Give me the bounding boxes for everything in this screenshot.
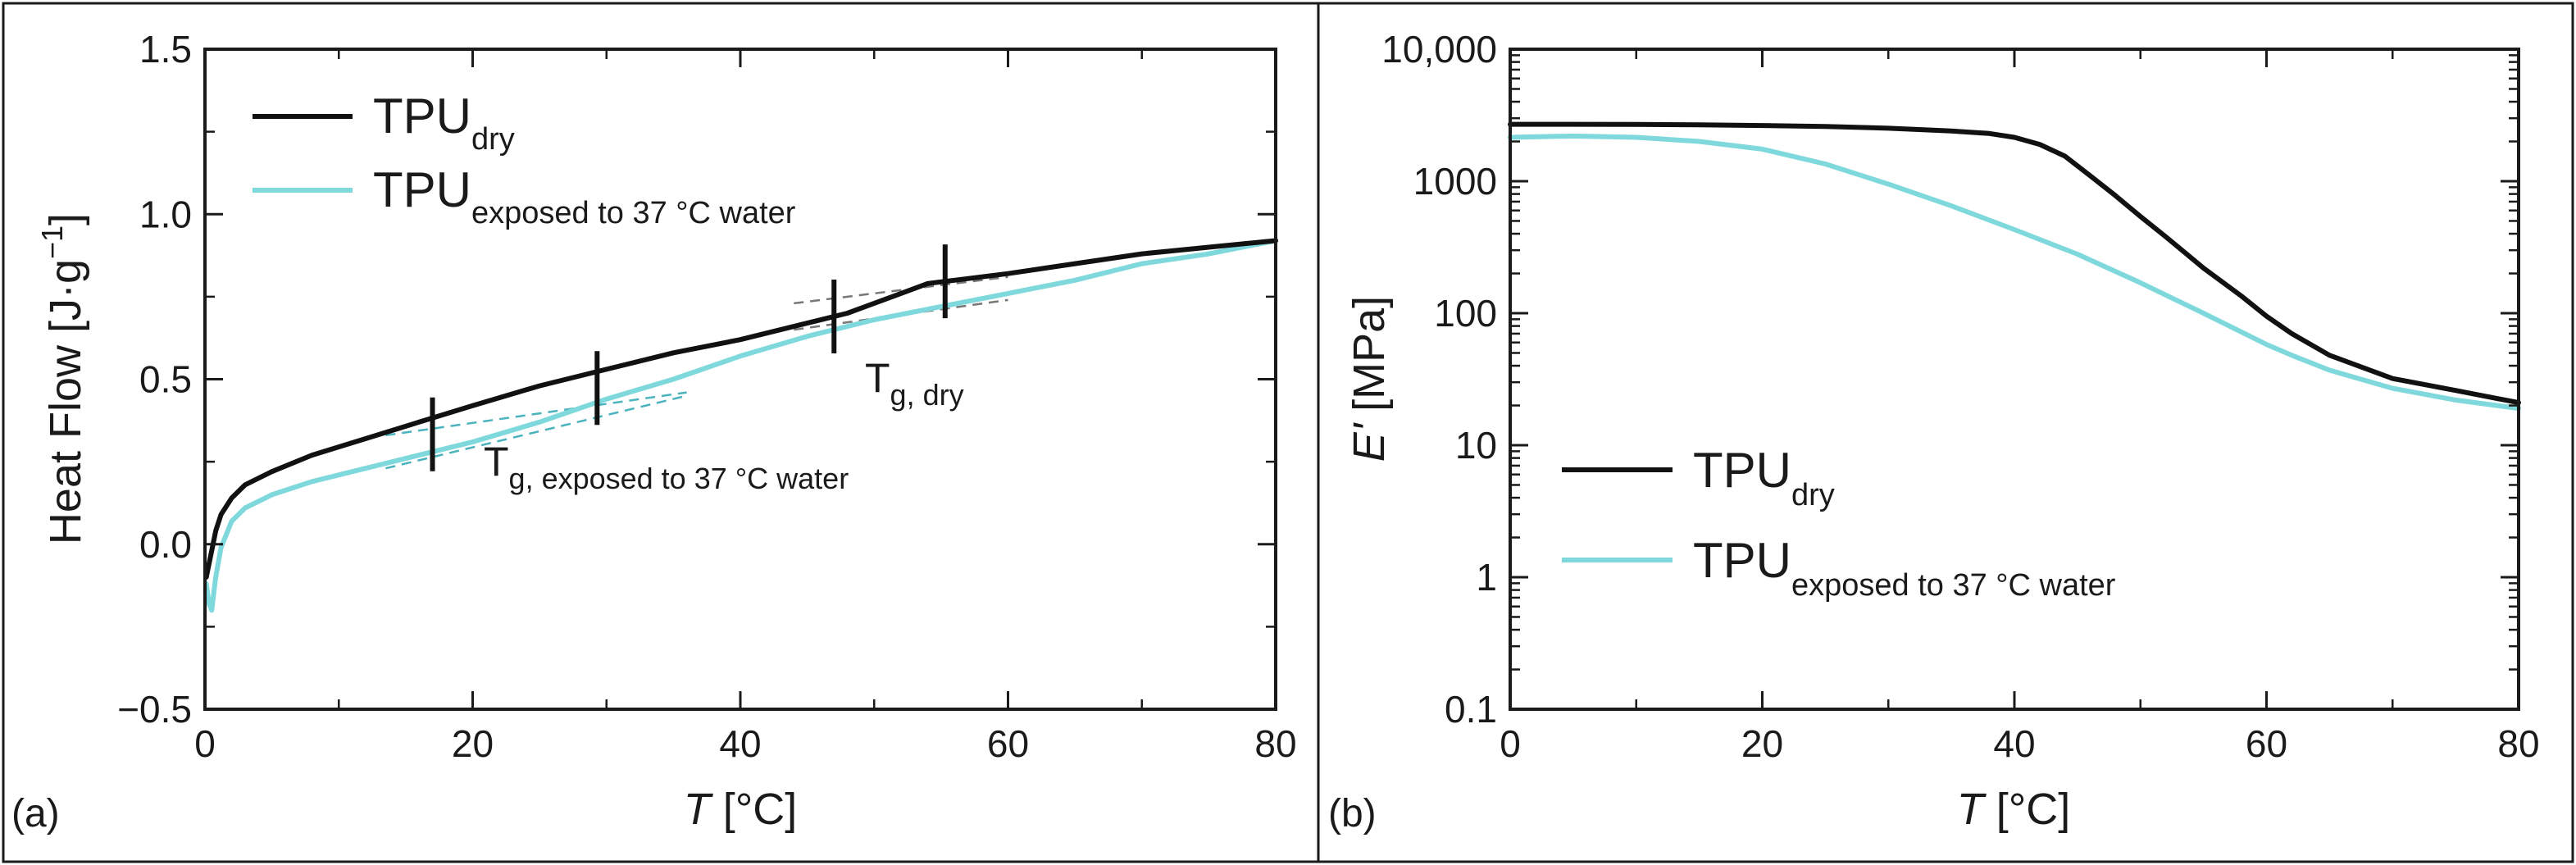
panel-b-legend-water: TPUexposed to 37 °C water bbox=[1693, 533, 2116, 603]
y-tick-label: 1000 bbox=[1413, 160, 1497, 203]
panel-a-axes-frame bbox=[203, 48, 1277, 711]
x-tick-label: 80 bbox=[1254, 722, 1296, 765]
panel-a-ylabel: Heat Flow [J·g−1] bbox=[35, 213, 90, 544]
x-tick-label: 40 bbox=[1993, 722, 2035, 765]
panel-a-ticks: 0 20 40 60 80 −0.5 0.0 0.5 1.0 1.5 bbox=[117, 28, 1296, 765]
annotation-tg-dry: Tg, dry bbox=[865, 355, 964, 412]
panel-b-plot-area bbox=[1508, 121, 2521, 412]
series-line-dry bbox=[1508, 121, 2521, 406]
y-tick-label: 0.5 bbox=[139, 358, 192, 401]
tangent-line bbox=[385, 394, 687, 470]
x-tick-label: 80 bbox=[2497, 722, 2539, 765]
panel-b-ylabel: E' [MPa] bbox=[1345, 296, 1394, 462]
series-line-water bbox=[203, 238, 1278, 613]
y-tick-label: 0.1 bbox=[1445, 688, 1497, 731]
panel-b-axes-frame bbox=[1509, 48, 2520, 711]
x-tick-label: 0 bbox=[1500, 722, 1521, 765]
x-tick-label: 0 bbox=[194, 722, 216, 765]
y-tick-label: 1 bbox=[1476, 556, 1497, 599]
panel-b-legend-dry: TPUdry bbox=[1693, 443, 1835, 512]
tangent-line bbox=[794, 275, 1008, 305]
panel-a-letter: (a) bbox=[11, 792, 60, 835]
y-tick-label: 1.5 bbox=[139, 28, 192, 71]
annotation-tg-water: Tg, exposed to 37 °C water bbox=[484, 439, 849, 495]
y-tick-label: 10,000 bbox=[1381, 28, 1497, 71]
panel-a-legend-water: TPUexposed to 37 °C water bbox=[373, 162, 796, 230]
y-tick-label: −0.5 bbox=[117, 688, 192, 731]
x-tick-label: 60 bbox=[2246, 722, 2287, 765]
x-tick-label: 60 bbox=[987, 722, 1029, 765]
y-tick-label: 100 bbox=[1434, 292, 1497, 335]
panel-b: 0 20 40 60 80 0.1 1 10 100 1000 10,000 TPUdry TPUe… bbox=[1328, 28, 2540, 835]
tangent-line bbox=[385, 391, 687, 437]
series-line-dry bbox=[203, 238, 1278, 580]
panel-b-ticks: 0 20 40 60 80 0.1 1 10 100 1000 10,000 bbox=[1381, 28, 2539, 765]
panel-a-legend-dry: TPUdry bbox=[373, 89, 515, 157]
x-tick-label: 20 bbox=[1741, 722, 1783, 765]
y-tick-label: 0.0 bbox=[139, 523, 192, 566]
panel-a: 0 20 40 60 80 −0.5 0.0 0.5 1.0 1.5 TPUdry TPUexpo… bbox=[11, 28, 1297, 835]
x-tick-label: 40 bbox=[719, 722, 761, 765]
panel-a-plot-area bbox=[203, 238, 1278, 613]
x-tick-label: 20 bbox=[452, 722, 494, 765]
panel-b-xlabel: T [°C] bbox=[1957, 785, 2071, 834]
series-line-water bbox=[1508, 133, 2521, 412]
y-tick-label: 10 bbox=[1455, 424, 1497, 467]
panel-a-xlabel: T [°C] bbox=[684, 785, 798, 834]
panel-b-letter: (b) bbox=[1328, 792, 1377, 835]
y-tick-label: 1.0 bbox=[139, 193, 192, 235]
